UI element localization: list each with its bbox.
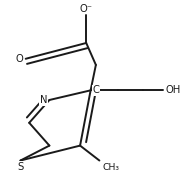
Text: CH₃: CH₃ — [102, 163, 119, 172]
Text: S: S — [17, 162, 24, 172]
Text: N: N — [40, 95, 48, 105]
Text: O⁻: O⁻ — [80, 4, 93, 13]
Text: OH: OH — [165, 85, 180, 95]
Text: O: O — [16, 54, 24, 64]
Text: C: C — [92, 85, 99, 95]
